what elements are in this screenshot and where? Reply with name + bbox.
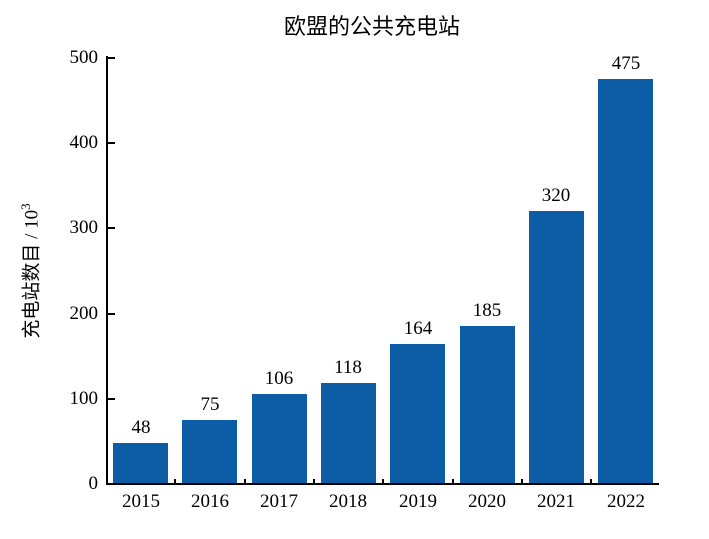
y-major-tick [108, 313, 115, 315]
y-major-tick [108, 57, 115, 59]
bar [252, 394, 307, 484]
bar [390, 344, 445, 484]
x-tick-label: 2018 [329, 491, 367, 512]
bar [529, 211, 584, 484]
bar-value-label: 48 [131, 417, 151, 438]
y-tick-label: 400 [69, 132, 99, 153]
y-major-tick [108, 142, 115, 144]
x-minor-tick [521, 479, 523, 483]
x-minor-tick [382, 479, 384, 483]
y-major-tick [108, 398, 115, 400]
bar-value-label: 185 [472, 300, 502, 321]
y-major-tick [108, 227, 115, 229]
x-tick-label: 2015 [122, 491, 160, 512]
x-axis-line [106, 483, 659, 485]
x-minor-tick [590, 479, 592, 483]
bar [321, 383, 376, 484]
x-tick-label: 2021 [537, 491, 575, 512]
y-axis-line [106, 56, 108, 485]
y-tick-label: 100 [69, 388, 99, 409]
bar [598, 79, 653, 484]
x-tick-label: 2016 [191, 491, 229, 512]
bar-value-label: 475 [611, 53, 641, 74]
x-tick-label: 2022 [607, 491, 645, 512]
y-tick-label: 0 [88, 473, 99, 494]
bar [460, 326, 515, 484]
bar [182, 420, 237, 484]
chart-title: 欧盟的公共充电站 [283, 14, 460, 39]
x-tick-label: 2017 [260, 491, 298, 512]
x-tick-label: 2020 [468, 491, 506, 512]
bar-value-label: 106 [264, 368, 294, 389]
y-axis-label-exponent: 3 [18, 203, 34, 210]
y-tick-label: 500 [69, 47, 99, 68]
bar [113, 443, 168, 484]
bar-value-label: 118 [334, 357, 362, 378]
x-minor-tick [174, 479, 176, 483]
y-tick-label: 200 [69, 303, 99, 324]
bar-value-label: 75 [200, 394, 220, 415]
y-tick-label: 300 [69, 217, 99, 238]
x-tick-label: 2019 [399, 491, 437, 512]
x-minor-tick [313, 479, 315, 483]
x-minor-tick [244, 479, 246, 483]
bar-value-label: 164 [403, 318, 433, 339]
x-minor-tick [452, 479, 454, 483]
bar-value-label: 320 [541, 185, 571, 206]
